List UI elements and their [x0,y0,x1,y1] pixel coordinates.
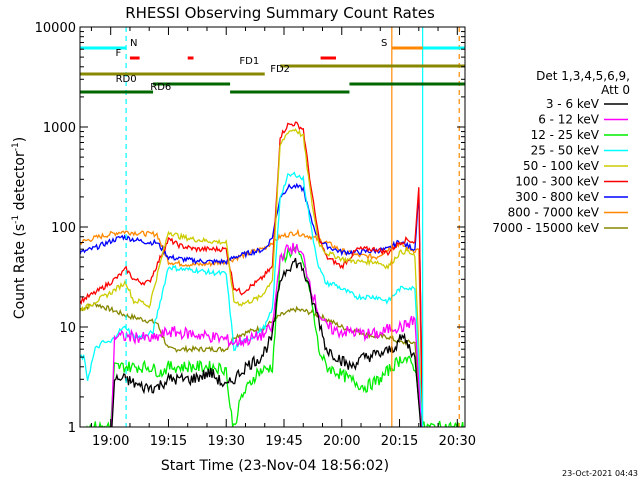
legend-header-1: Att 0 [601,83,630,97]
plot-area: NF S FD1 FD2 RD0 RD6 [80,27,465,427]
y-tick-label-1: 10 [59,321,76,336]
plot-inner [80,27,465,427]
flag-label-0: N [130,38,137,49]
flag-label-6: FD1 [239,56,259,67]
y-tick-label-3: 1000 [43,121,76,136]
flag-label-1: F [116,48,122,59]
x-tick-label-3: 19:45 [265,434,302,449]
flag-label-9: RD6 [150,82,171,93]
x-tick-label-2: 19:30 [207,434,244,449]
x-tick-label-1: 19:15 [150,434,187,449]
y-tick-label-4: 10000 [35,21,76,36]
x-axis-label: Start Time (23-Nov-04 18:56:02) [161,458,389,474]
x-tick-label-5: 20:15 [381,434,418,449]
legend-label-3: 25 - 50 keV [531,144,600,158]
chart-title: RHESSI Observing Summary Count Rates [125,4,435,22]
legend-label-6: 300 - 800 keV [515,190,599,204]
legend: Det 1,3,4,5,6,9,Att 03 - 6 keV 6 - 12 keV… [492,69,630,235]
flag-label-7: FD2 [270,64,290,75]
y-axis-label: Count Rate (s-1 detector-1) [11,137,28,319]
legend-label-0: 3 - 6 keV [546,97,600,111]
series-line-1 [110,242,423,427]
legend-label-2: 12 - 25 keV [531,128,600,142]
footer-timestamp: 23-Oct-2021 04:43 [562,469,638,478]
axes: 1 10 100 1000 10000 19:00 19:15 19:30 19:45 20:00… [35,21,476,449]
legend-header-0: Det 1,3,4,5,6,9, [536,69,630,83]
series-line-7 [80,228,424,427]
series-line-4 [80,128,423,427]
legend-label-8: 7000 - 15000 keV [492,221,599,235]
series-line-2 [81,246,465,427]
flag-label-4: S [381,38,387,49]
legend-label-1: 6 - 12 keV [538,113,600,127]
series-line-0 [111,257,422,427]
flag-label-8: RD0 [116,74,137,85]
x-tick-label-6: 20:30 [439,434,476,449]
x-tick-label-4: 20:00 [323,434,360,449]
legend-label-7: 800 - 7000 keV [508,206,600,220]
legend-label-5: 100 - 300 keV [515,175,599,189]
y-tick-label-2: 100 [51,221,76,236]
series-line-5 [80,121,424,427]
legend-label-4: 50 - 100 keV [523,159,600,173]
x-tick-label-0: 19:00 [92,434,129,449]
y-tick-label-0: 1 [68,421,76,436]
